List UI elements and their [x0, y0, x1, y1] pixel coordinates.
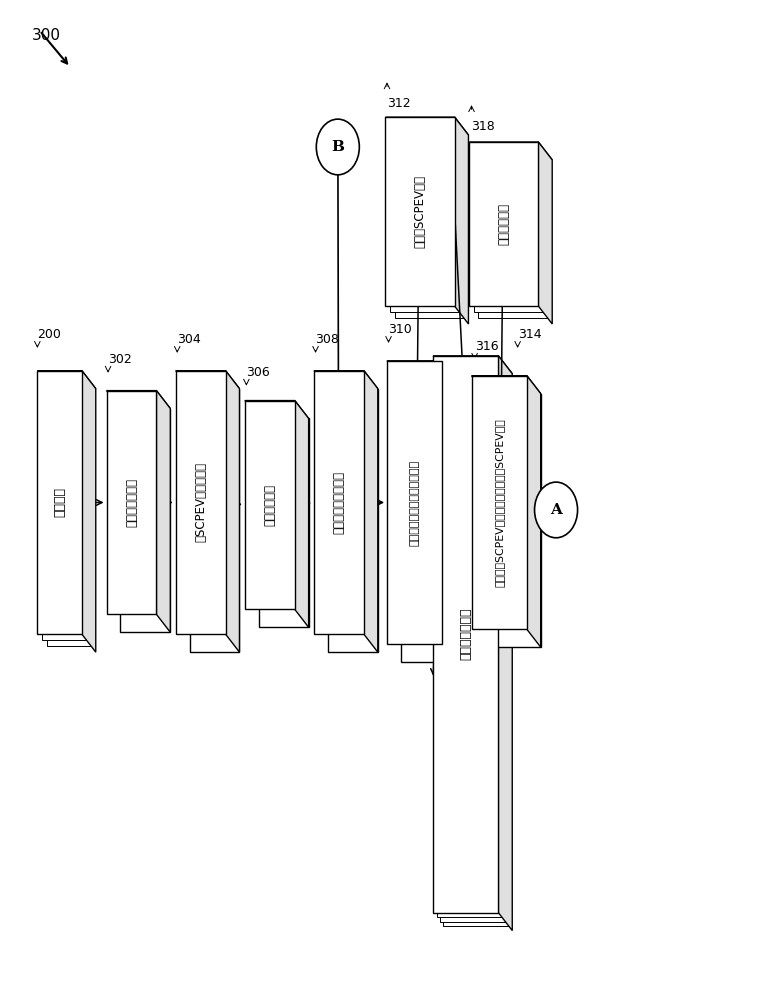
- Polygon shape: [190, 389, 239, 652]
- Polygon shape: [485, 394, 541, 647]
- Text: 服从该约束来优化该目标函数: 服从该约束来优化该目标函数: [409, 459, 420, 546]
- Bar: [440, 365, 505, 922]
- Polygon shape: [176, 371, 239, 389]
- Bar: [471, 376, 527, 629]
- Bar: [42, 377, 87, 640]
- Polygon shape: [245, 401, 309, 418]
- Bar: [107, 391, 156, 614]
- Text: 316: 316: [474, 340, 498, 353]
- Polygon shape: [364, 371, 378, 652]
- Bar: [469, 142, 539, 306]
- Polygon shape: [37, 371, 96, 389]
- Text: 确定一个或多个约束: 确定一个或多个约束: [333, 471, 345, 534]
- Text: 生成目标函数: 生成目标函数: [263, 484, 276, 526]
- Bar: [37, 371, 82, 634]
- Polygon shape: [469, 142, 552, 160]
- Bar: [390, 123, 459, 312]
- Bar: [437, 360, 502, 917]
- Bar: [478, 154, 547, 318]
- Bar: [314, 371, 364, 634]
- Text: 318: 318: [471, 120, 495, 133]
- Polygon shape: [259, 418, 309, 627]
- Polygon shape: [295, 401, 309, 627]
- Polygon shape: [433, 356, 512, 374]
- Bar: [433, 356, 498, 913]
- Text: 302: 302: [108, 353, 132, 366]
- Bar: [46, 383, 91, 646]
- Text: 将SCPEV分成车辆组: 将SCPEV分成车辆组: [194, 462, 207, 542]
- Bar: [176, 371, 226, 634]
- Polygon shape: [328, 389, 378, 652]
- Polygon shape: [539, 142, 552, 324]
- Text: 312: 312: [387, 97, 411, 110]
- Text: 308: 308: [316, 333, 340, 346]
- Text: 314: 314: [518, 328, 541, 341]
- Text: 优化的总负载: 优化的总负载: [498, 203, 510, 245]
- Polygon shape: [226, 371, 239, 652]
- Text: 优化的SCPEV负载: 优化的SCPEV负载: [413, 175, 426, 248]
- Bar: [245, 401, 295, 609]
- Polygon shape: [156, 391, 170, 632]
- Text: 200: 200: [37, 328, 61, 341]
- Text: 最佳充电计划表: 最佳充电计划表: [459, 608, 472, 660]
- Circle shape: [317, 119, 359, 175]
- Text: B: B: [331, 140, 344, 154]
- Polygon shape: [442, 361, 456, 662]
- Polygon shape: [107, 391, 170, 409]
- Polygon shape: [527, 376, 541, 647]
- Polygon shape: [498, 356, 512, 931]
- Polygon shape: [120, 409, 170, 632]
- Polygon shape: [454, 117, 468, 324]
- Polygon shape: [471, 376, 541, 394]
- Polygon shape: [401, 379, 456, 662]
- Text: A: A: [550, 503, 562, 517]
- Text: 接收节点级数据: 接收节点级数据: [125, 478, 138, 527]
- Bar: [444, 369, 509, 926]
- Bar: [474, 148, 543, 312]
- Text: 310: 310: [389, 323, 413, 336]
- Polygon shape: [314, 371, 378, 389]
- Text: 相关数据: 相关数据: [53, 487, 66, 517]
- Polygon shape: [82, 371, 96, 652]
- Polygon shape: [385, 117, 468, 135]
- Text: 304: 304: [177, 333, 201, 346]
- Text: 300: 300: [32, 28, 61, 43]
- Text: 306: 306: [246, 366, 270, 379]
- Bar: [387, 361, 442, 644]
- Bar: [395, 129, 464, 318]
- Polygon shape: [387, 361, 456, 379]
- Bar: [385, 117, 454, 306]
- Text: 将优化的SCPEV负载添加到预测的非SCPEV负载: 将优化的SCPEV负载添加到预测的非SCPEV负载: [494, 418, 504, 587]
- Circle shape: [535, 482, 577, 538]
